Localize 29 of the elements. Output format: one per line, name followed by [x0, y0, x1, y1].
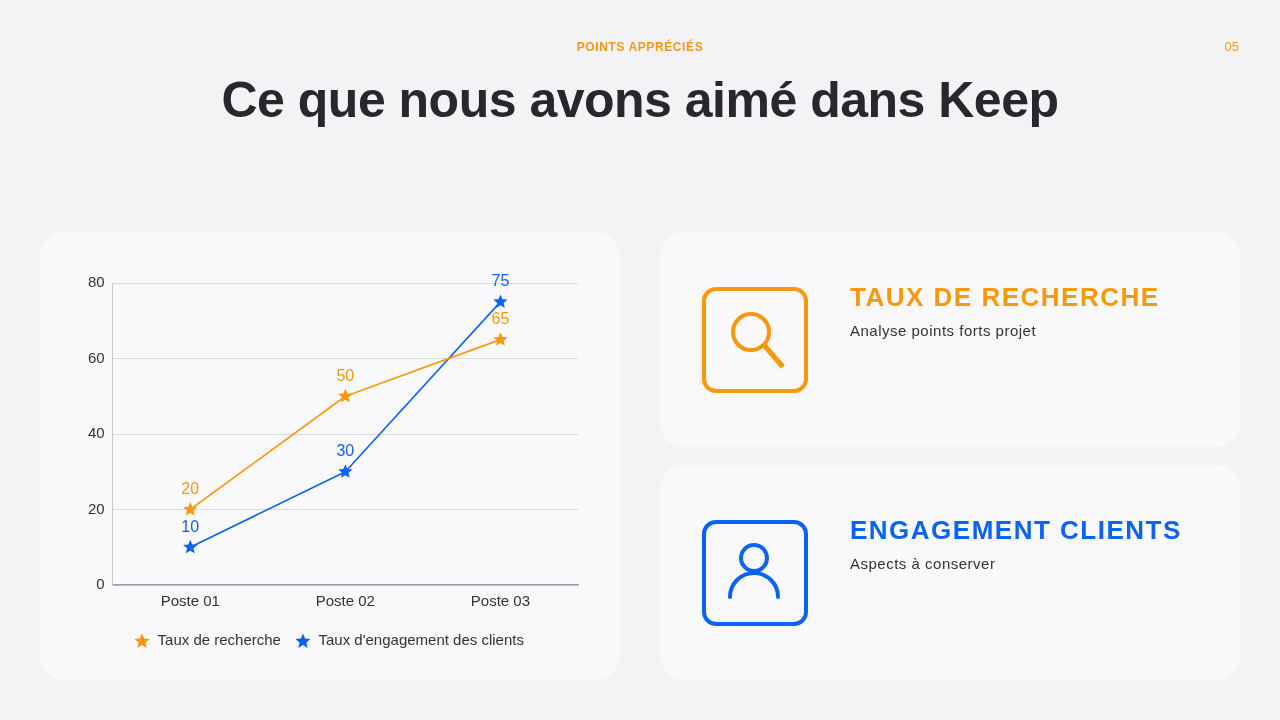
- point: [338, 464, 353, 478]
- data-label: 20: [181, 479, 200, 497]
- text: 05: [1224, 39, 1239, 54]
- chart-title: Ce que nous avons aimé dans Keep: [220, 71, 1060, 130]
- point: [338, 388, 353, 403]
- point: [493, 294, 508, 308]
- y-tick-label: 20: [88, 499, 105, 517]
- legend-label: Taux de recherche: [157, 630, 281, 648]
- data-label: 65: [491, 310, 510, 328]
- x-tick-label: Poste 02: [315, 592, 375, 610]
- text: POINTS APPRÉCIÉS: [576, 40, 704, 54]
- x-tick-label: Poste 01: [160, 592, 220, 610]
- point: [493, 332, 508, 346]
- legend-label: Taux d'engagement des clients: [318, 630, 524, 648]
- point: [183, 502, 198, 516]
- y-tick-label: 40: [88, 424, 105, 442]
- data-label: 30: [336, 442, 355, 460]
- data-label: 10: [181, 517, 200, 535]
- point: [183, 539, 198, 554]
- y-tick-label: 60: [88, 348, 105, 366]
- data-label: 75: [491, 272, 510, 290]
- y-tick-label: 0: [96, 575, 105, 593]
- text: ENGAGEMENT CLIENTS: [850, 514, 1183, 547]
- text: Analyse points forts projet: [850, 322, 1038, 339]
- data-label: 50: [336, 366, 355, 384]
- text: TAUX DE RECHERCHE: [850, 281, 1161, 314]
- y-tick-label: 80: [88, 273, 105, 291]
- text: Aspects à conserver: [850, 555, 997, 572]
- x-tick-label: Poste 03: [470, 592, 531, 610]
